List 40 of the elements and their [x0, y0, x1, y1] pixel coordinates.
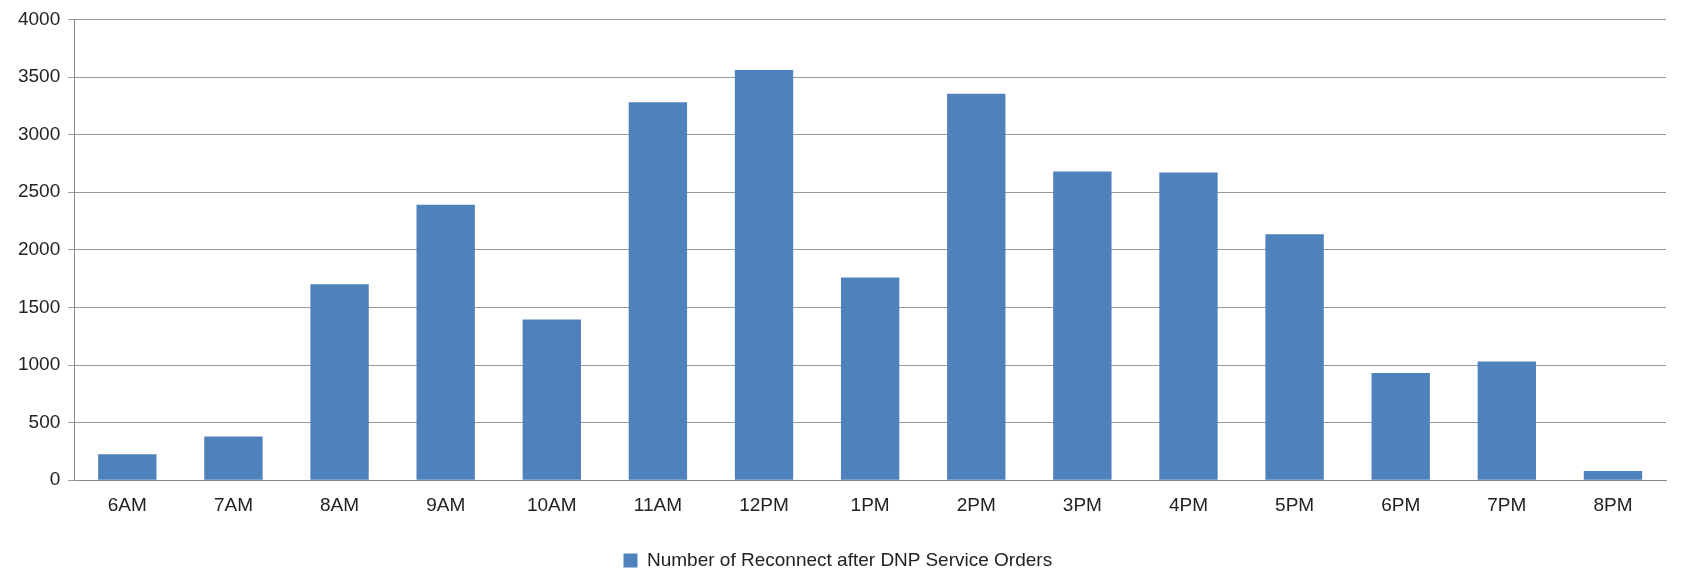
bar	[1477, 361, 1537, 480]
y-tick-label: 1000	[17, 353, 61, 375]
x-tick-label: 7AM	[213, 493, 253, 515]
x-tick-label: 6AM	[107, 493, 147, 515]
x-tick-label: 8PM	[1593, 493, 1633, 515]
bar	[734, 70, 794, 480]
y-tick-label: 2500	[17, 180, 61, 202]
bar	[1159, 172, 1218, 480]
y-tick-label: 3500	[17, 65, 61, 87]
bar	[1371, 373, 1430, 480]
bar	[840, 277, 900, 480]
x-tick-label: 11AM	[633, 493, 683, 515]
x-tick-label: 1PM	[850, 493, 890, 515]
y-tick-label: 2000	[17, 238, 61, 260]
bar	[628, 102, 688, 480]
x-tick-label: 3PM	[1062, 493, 1102, 515]
y-tick-label: 4000	[17, 7, 61, 29]
bar	[98, 454, 157, 480]
x-tick-label: 7PM	[1487, 493, 1527, 515]
bar	[1265, 234, 1324, 480]
bar	[947, 93, 1006, 480]
x-tick-label: 12PM	[739, 493, 789, 515]
bar	[204, 436, 263, 480]
x-tick-label: 10AM	[526, 493, 577, 515]
bar	[1053, 171, 1112, 480]
y-tick-label: 1500	[17, 295, 61, 317]
x-tick-label: 6PM	[1381, 493, 1421, 515]
y-tick-label: 0	[49, 468, 61, 490]
x-tick-label: 9AM	[426, 493, 466, 515]
x-tick-label: 8AM	[320, 493, 360, 515]
y-tick-label: 500	[28, 410, 61, 432]
legend-label: Number of Reconnect after DNP Service Orders	[647, 548, 1053, 570]
y-tick-label: 3000	[17, 122, 61, 144]
x-tick-label: 2PM	[956, 493, 996, 515]
x-tick-label: 5PM	[1275, 493, 1315, 515]
bar	[310, 284, 369, 480]
bar	[416, 204, 475, 480]
bar	[1583, 470, 1643, 480]
bar	[522, 319, 581, 480]
x-tick-label: 4PM	[1168, 493, 1209, 515]
